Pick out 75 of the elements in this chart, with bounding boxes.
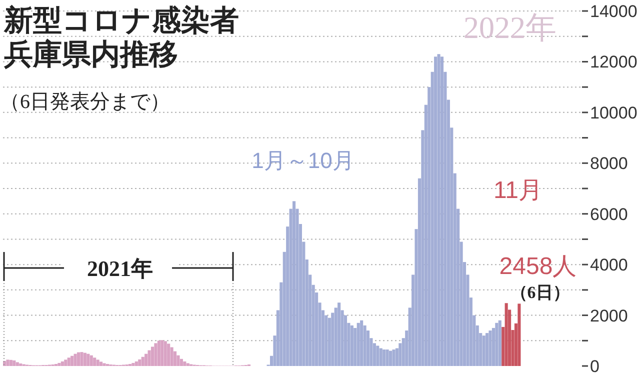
bar: [76, 352, 80, 366]
bar: [144, 354, 148, 366]
bar: [386, 350, 389, 366]
annotation: 1月～10月: [252, 148, 354, 173]
bar: [482, 336, 486, 366]
bar: [150, 346, 154, 366]
annotation: （6日）: [510, 283, 570, 302]
bar: [19, 363, 22, 366]
bar: [6, 360, 10, 366]
y-tick-label: 8000: [590, 154, 628, 174]
bar: [440, 56, 444, 366]
bar: [154, 343, 158, 366]
bar: [70, 356, 74, 366]
bar: [180, 358, 183, 366]
bar: [486, 333, 489, 366]
bar: [518, 304, 521, 366]
annotation: 11月: [494, 177, 542, 204]
y-tick-label: 10000: [590, 103, 638, 122]
bar: [437, 54, 440, 366]
bar: [80, 352, 84, 366]
bar: [16, 362, 19, 366]
bar: [93, 358, 96, 366]
bar: [60, 361, 64, 366]
bar: [12, 360, 16, 366]
bar: [102, 363, 106, 366]
bar: [134, 361, 138, 366]
bar: [488, 330, 492, 366]
bar: [132, 362, 135, 366]
annotation: 2458人: [499, 253, 577, 280]
bar: [173, 351, 177, 366]
y-tick-label: 4000: [590, 256, 628, 275]
bar: [160, 340, 164, 366]
bar: [504, 303, 508, 366]
bar: [164, 341, 167, 366]
bar: [389, 350, 392, 366]
bar: [9, 360, 12, 366]
bar: [141, 356, 144, 366]
bar: [90, 355, 93, 366]
bar: [67, 358, 70, 366]
annotation: 2022年: [464, 10, 556, 45]
bar: [183, 361, 186, 366]
y-tick-label: 14000: [590, 2, 638, 21]
bar: [170, 347, 174, 366]
bar: [138, 359, 142, 366]
chart-title: 新型コロナ感染者兵庫県内推移: [3, 4, 239, 71]
bar: [58, 362, 61, 366]
bar: [74, 354, 77, 366]
bar: [376, 346, 380, 366]
bar: [360, 320, 364, 366]
bar: [86, 354, 90, 366]
bar: [356, 322, 360, 366]
bar: [157, 340, 160, 366]
bar: [338, 302, 341, 366]
y-tick-label: 6000: [590, 204, 628, 224]
y-tick-label: 12000: [590, 52, 638, 72]
bar: [148, 350, 151, 366]
bar: [382, 350, 386, 366]
bar: [96, 360, 100, 366]
bar: [64, 360, 68, 366]
bar: [292, 201, 296, 366]
bar: [83, 352, 86, 366]
bar: [167, 344, 170, 366]
bar: [379, 348, 382, 366]
bar: [434, 56, 438, 366]
bar: [100, 362, 103, 366]
text: （6日発表分まで）: [0, 91, 170, 113]
bar: [392, 350, 396, 366]
bar: [498, 320, 502, 366]
bar: [350, 325, 354, 366]
bar: [176, 355, 180, 366]
bar: [186, 363, 190, 366]
y-tick-label: 2000: [590, 306, 628, 326]
y-tick-label: 0: [590, 357, 600, 375]
annotation: 2021年: [87, 256, 153, 281]
bar: [495, 322, 498, 366]
